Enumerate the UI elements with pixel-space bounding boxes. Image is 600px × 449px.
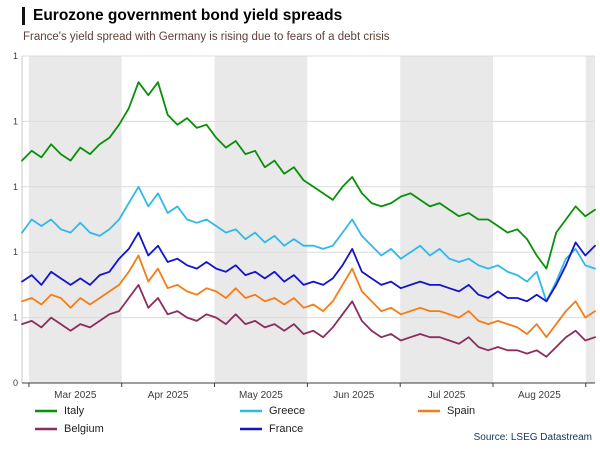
legend-item-france: France <box>240 422 418 436</box>
legend-label: France <box>269 423 304 435</box>
y-tick-label: 0 <box>13 378 18 388</box>
x-tick-label: Aug 2025 <box>518 390 561 401</box>
y-tick-label: 1 <box>13 182 18 192</box>
y-tick-label: 1 <box>13 247 18 257</box>
series-line-greece <box>21 185 596 303</box>
legend-line-icon <box>240 409 262 413</box>
legend-label: Spain <box>447 405 476 417</box>
legend-line-icon <box>240 427 262 431</box>
legend-item-italy: Italy <box>35 404 240 418</box>
chart-subtitle: France's yield spread with Germany is ri… <box>23 31 390 43</box>
y-tick-label: 1 <box>13 51 18 61</box>
legend-item-spain: Spain <box>418 404 475 418</box>
series-line-france <box>21 231 596 303</box>
legend-line-icon <box>418 409 440 413</box>
legend-label: Belgium <box>64 423 104 435</box>
x-tick-label: Jul 2025 <box>428 390 466 401</box>
x-tick-label: Apr 2025 <box>148 390 189 401</box>
y-tick-label: 1 <box>13 116 18 126</box>
legend-label: Italy <box>64 405 85 417</box>
chart-plot-area: 1 1 1 1 1 0 Mar 2025 Apr 2025 May 2025 Jun 2025 Ju… <box>13 51 596 401</box>
series-line-italy <box>21 81 596 270</box>
legend-line-icon <box>35 409 57 413</box>
series-line-spain <box>21 254 596 339</box>
chart-legend: Italy Greece Spain Belgium France <box>35 404 475 436</box>
legend-label: Greece <box>269 405 306 417</box>
series-line-belgium <box>21 283 596 358</box>
y-tick-label: 1 <box>13 313 18 323</box>
month-band <box>214 56 308 383</box>
legend-line-icon <box>35 427 57 431</box>
legend-item-belgium: Belgium <box>35 422 240 436</box>
month-band <box>28 56 122 383</box>
source-attribution: Source: LSEG Datastream <box>473 432 592 443</box>
legend-item-greece: Greece <box>240 404 418 418</box>
x-tick-label: Mar 2025 <box>54 390 97 401</box>
month-band <box>585 56 595 383</box>
x-tick-label: May 2025 <box>239 390 283 401</box>
chart-title: Eurozone government bond yield spreads <box>22 7 342 25</box>
x-tick-label: Jun 2025 <box>333 390 375 401</box>
